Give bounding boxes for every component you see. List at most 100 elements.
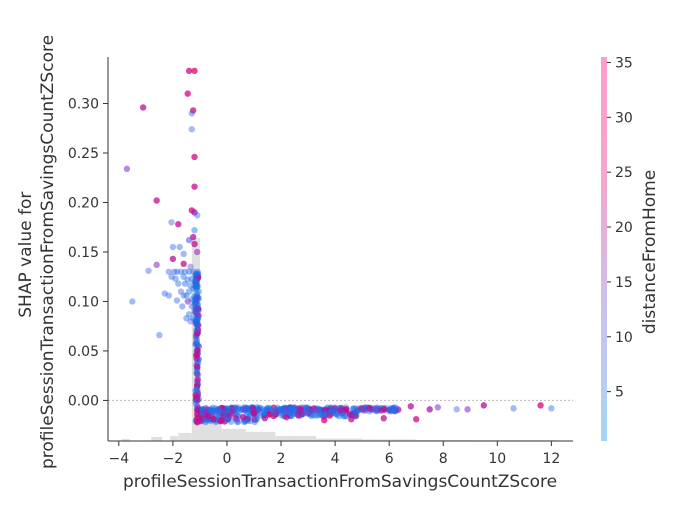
- data-point: [187, 282, 194, 289]
- data-point: [181, 280, 189, 287]
- data-point: [191, 297, 198, 304]
- scatter-points: [123, 67, 555, 426]
- data-point: [386, 408, 394, 415]
- data-point: [194, 322, 201, 329]
- data-point: [193, 280, 201, 287]
- data-point: [261, 408, 268, 415]
- data-point: [234, 406, 241, 413]
- histogram-bar: [416, 439, 471, 441]
- data-point: [296, 408, 304, 415]
- y-tick-label: 0.15: [68, 245, 99, 261]
- data-point: [169, 255, 177, 263]
- colorbar-tick-label: 25: [615, 165, 633, 181]
- data-point: [212, 405, 219, 412]
- data-point: [537, 402, 544, 409]
- data-point: [181, 268, 189, 275]
- histogram-bar: [199, 422, 222, 441]
- data-point: [333, 411, 340, 418]
- histogram-bar: [121, 438, 130, 441]
- data-point: [185, 288, 193, 295]
- data-point: [335, 412, 343, 420]
- data-point: [179, 303, 186, 310]
- data-point: [180, 292, 187, 299]
- data-point: [329, 406, 336, 413]
- data-point: [191, 153, 198, 161]
- data-point: [223, 416, 230, 424]
- data-point: [173, 268, 181, 275]
- colorbar-tick-label: 10: [615, 330, 633, 346]
- data-point: [194, 248, 201, 256]
- data-point: [280, 405, 288, 412]
- y-tick-label: 0.25: [68, 146, 99, 162]
- y-axis-title-line-2: profileSessionTransactionFromSavingsCoun…: [38, 35, 58, 469]
- data-point: [183, 292, 190, 299]
- colorbar-tick-label: 20: [615, 220, 633, 236]
- data-point: [244, 405, 251, 412]
- data-point: [172, 275, 179, 282]
- data-point: [193, 383, 201, 390]
- data-point: [340, 412, 347, 420]
- data-point: [302, 404, 310, 412]
- colorbar-tick-label: 5: [615, 385, 624, 401]
- data-point: [235, 418, 242, 426]
- data-point: [194, 275, 202, 282]
- data-point: [215, 406, 223, 413]
- data-point: [392, 406, 400, 413]
- data-point: [272, 409, 279, 416]
- data-point: [220, 407, 228, 414]
- data-point: [184, 90, 191, 97]
- data-point: [194, 294, 201, 301]
- x-tick-label: 10: [488, 451, 506, 467]
- data-point: [310, 411, 317, 419]
- data-point: [188, 110, 196, 117]
- data-point: [380, 415, 387, 422]
- y-axis-title: SHAP value for profileSessionTransaction…: [16, 35, 58, 469]
- y-tick-label: 0.10: [68, 294, 99, 310]
- data-point: [191, 278, 198, 285]
- data-point: [348, 416, 355, 423]
- data-point: [192, 318, 200, 325]
- data-point: [326, 412, 333, 419]
- data-point: [290, 405, 298, 412]
- data-point: [209, 407, 216, 415]
- data-point: [341, 412, 349, 420]
- x-tick-label: 0: [222, 451, 231, 467]
- data-point: [227, 418, 235, 425]
- x-axis-title: profileSessionTransactionFromSavingsCoun…: [123, 472, 557, 492]
- data-point: [189, 285, 197, 292]
- data-point: [191, 226, 198, 234]
- data-point: [192, 340, 200, 348]
- data-point: [288, 405, 296, 412]
- data-point: [480, 402, 487, 409]
- data-point: [412, 416, 420, 423]
- data-point: [204, 413, 212, 420]
- data-point: [139, 104, 147, 111]
- histogram-bar: [170, 435, 179, 441]
- data-point: [302, 409, 309, 416]
- data-point: [290, 404, 298, 412]
- y-tick-label: 0.05: [68, 344, 99, 360]
- data-point: [175, 280, 182, 287]
- data-point: [251, 418, 258, 426]
- data-point: [193, 320, 200, 327]
- data-point: [194, 212, 201, 219]
- data-point: [281, 407, 288, 415]
- histogram-bar: [362, 439, 417, 441]
- data-point: [173, 297, 181, 304]
- data-point: [366, 404, 373, 411]
- data-point: [548, 405, 555, 412]
- data-point: [183, 315, 190, 322]
- data-point: [184, 276, 191, 283]
- data-point: [278, 405, 285, 413]
- data-point: [325, 407, 333, 414]
- data-point: [389, 407, 396, 415]
- data-point: [185, 67, 193, 75]
- data-point: [312, 407, 320, 414]
- data-point: [290, 404, 298, 411]
- data-point: [233, 418, 241, 426]
- data-point: [321, 417, 328, 424]
- data-point: [189, 268, 197, 275]
- y-tick-label: 0.30: [68, 97, 99, 113]
- data-point: [192, 279, 199, 287]
